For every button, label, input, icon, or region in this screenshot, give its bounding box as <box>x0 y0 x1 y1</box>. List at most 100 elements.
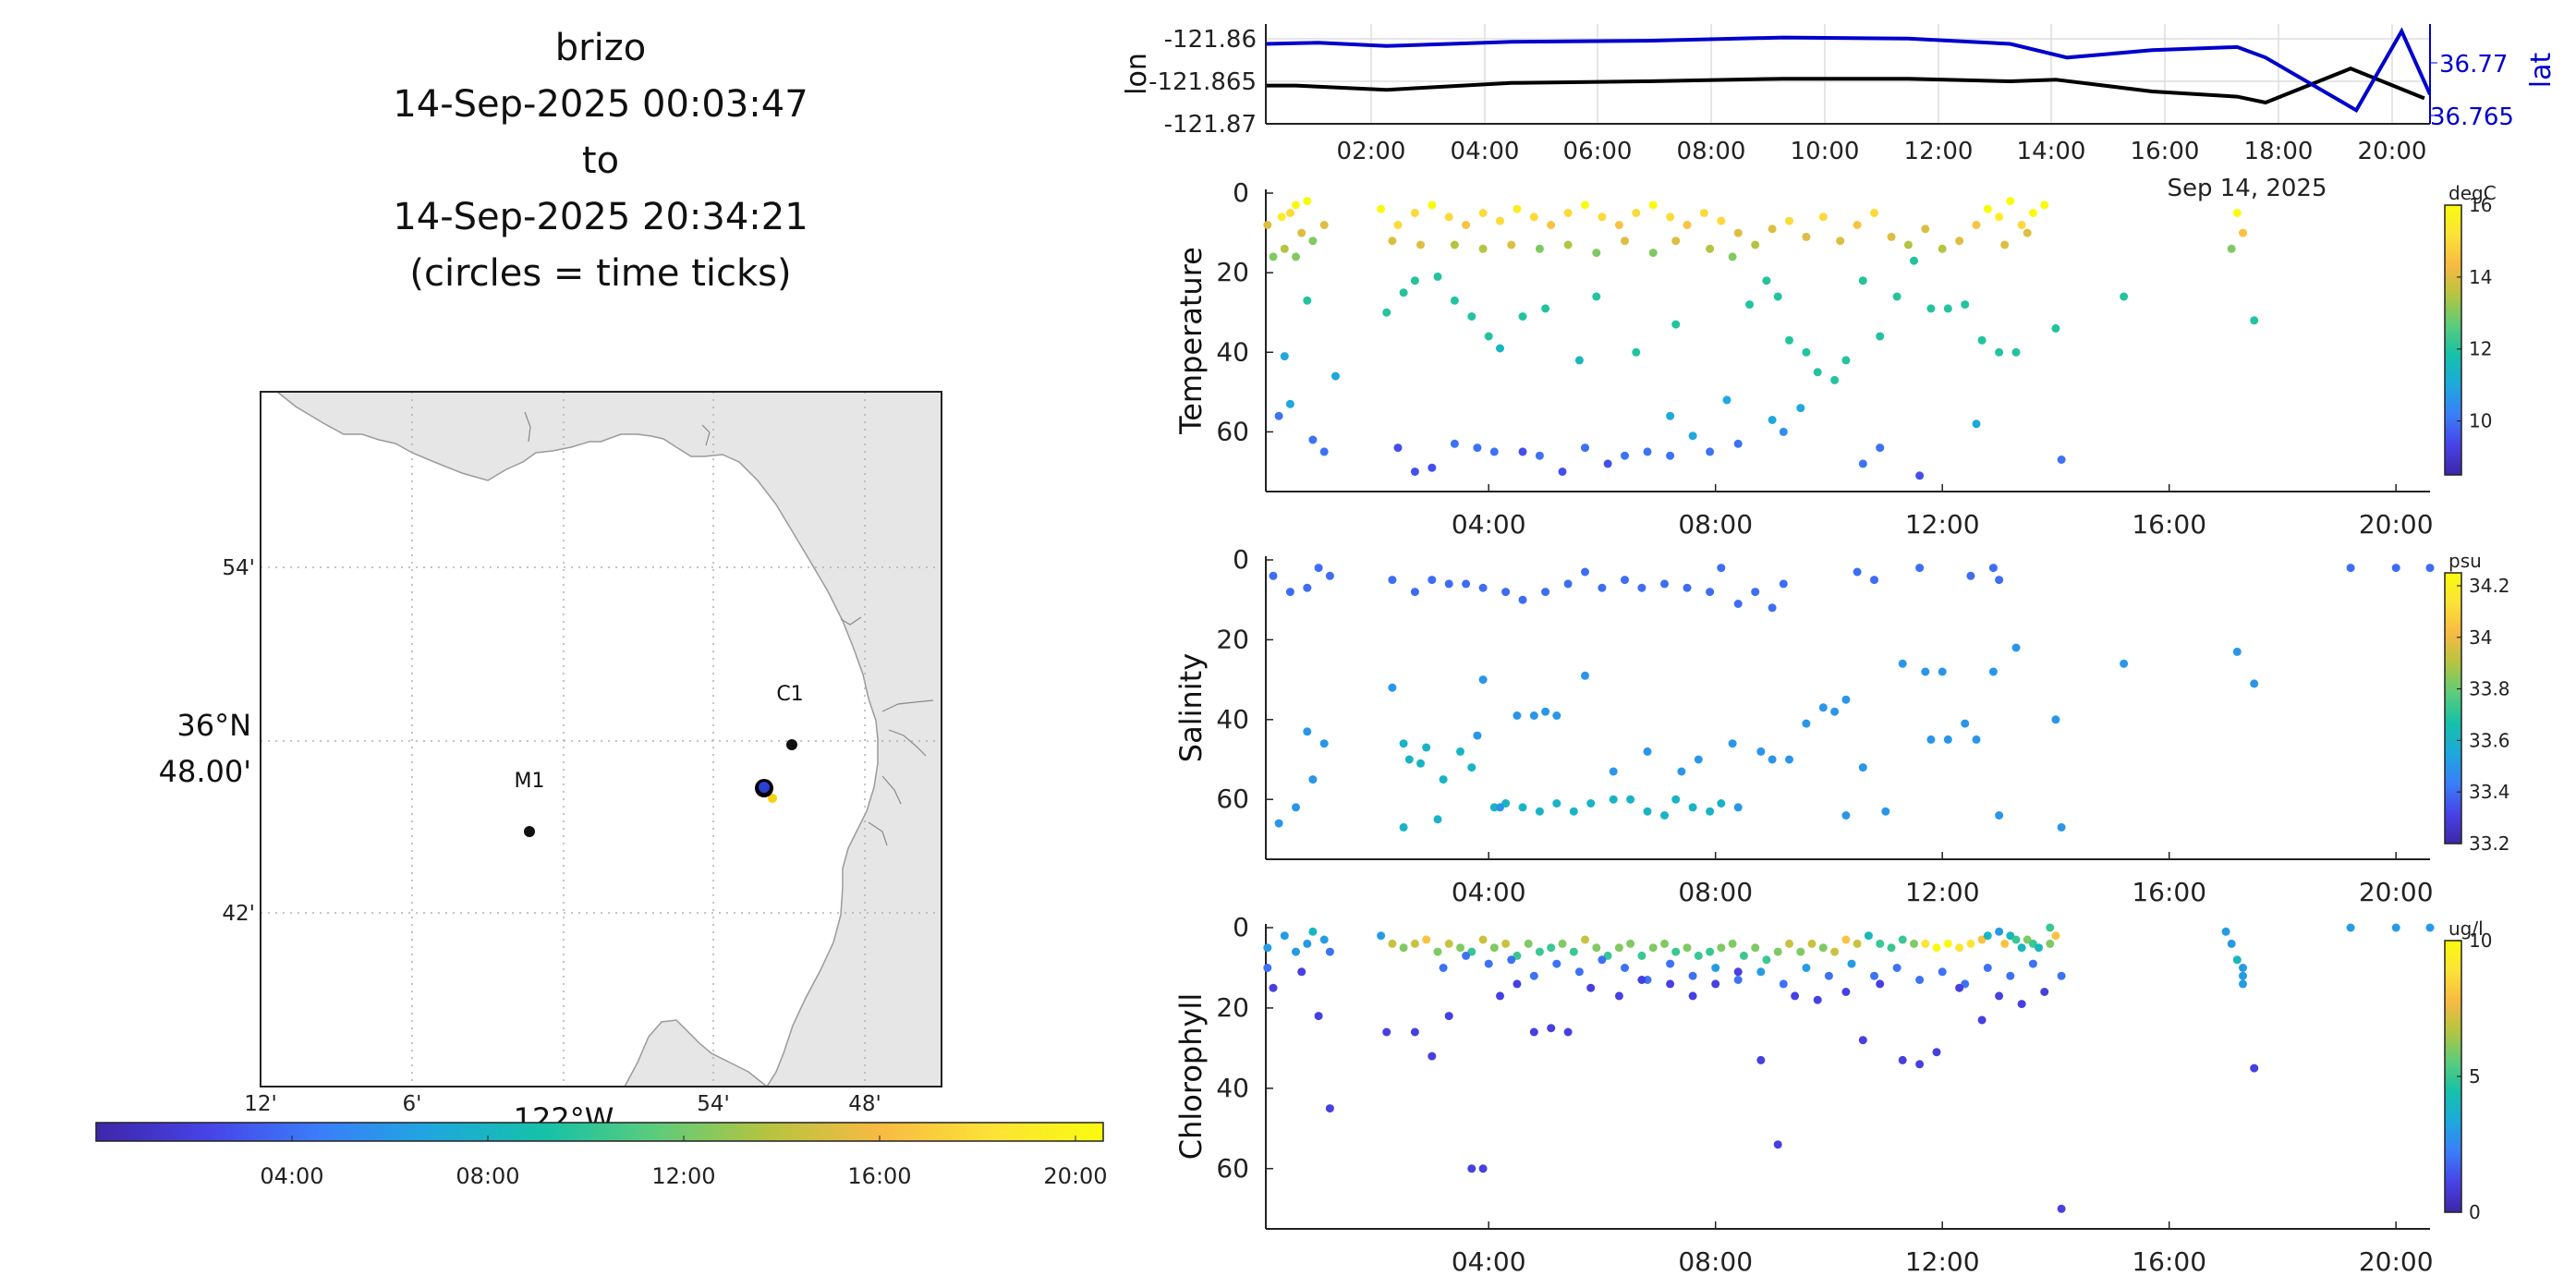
lonlat-x-tick: 06:00 <box>1563 138 1633 165</box>
chlorophyll-data-point <box>1773 947 1782 956</box>
temperature-colorbar-tick: 16 <box>2469 194 2492 216</box>
chlorophyll-data-point <box>1915 1060 1925 1069</box>
salinity-data-point <box>1308 775 1318 784</box>
lon-tick: -121.87 <box>1164 111 1257 139</box>
temperature-data-point <box>1529 213 1538 222</box>
temperature-x-tick: 12:00 <box>1905 509 1980 540</box>
salinity-data-point <box>1643 747 1652 756</box>
chlorophyll-data-point <box>1818 943 1828 953</box>
temperature-x-tick: 20:00 <box>2359 509 2434 540</box>
chlorophyll-data-point <box>1683 943 1692 953</box>
salinity-data-point <box>1830 707 1840 716</box>
temperature-data-point <box>1292 200 1300 210</box>
chlorophyll-data-point <box>1496 991 1504 1001</box>
salinity-data-point <box>1717 799 1726 808</box>
salinity-data-point <box>1609 795 1618 804</box>
temperature-data-point <box>1433 272 1442 281</box>
chlorophyll-data-point <box>1637 951 1646 960</box>
temperature-data-point <box>2017 221 2026 229</box>
salinity-data-point <box>1637 583 1646 592</box>
map-lon-ticks: 12' 6' 54' 48' <box>244 1092 881 1116</box>
temperature-data-point <box>1632 347 1641 357</box>
chlorophyll-data-point <box>2239 971 2247 980</box>
salinity-data-point <box>2346 564 2355 573</box>
salinity-data-point <box>1456 747 1464 756</box>
time-colorbar-ticks: 04:00 08:00 12:00 16:00 20:00 <box>260 1136 1108 1189</box>
chlorophyll-colorbar-tick: 0 <box>2469 1201 2481 1223</box>
salinity-y-tick: 0 <box>1233 544 1249 575</box>
lat-series-line <box>1266 27 2430 114</box>
salinity-data-point <box>1768 603 1777 613</box>
lon-tick: -121.86 <box>1164 26 1257 54</box>
chlorophyll-data-point <box>1303 939 1312 948</box>
temperature-data-point <box>1706 447 1715 456</box>
lon-series-line <box>1266 67 2425 105</box>
chlorophyll-data-point <box>1910 939 1918 948</box>
salinity-data-point <box>1569 807 1578 816</box>
chlorophyll-data-point <box>2046 923 2055 932</box>
salinity-colorbar-tick: 33.6 <box>2469 729 2510 751</box>
temperature-data-point <box>1836 237 1845 246</box>
chlorophyll-data-point <box>1995 991 2004 1001</box>
salinity-data-point <box>1598 583 1607 592</box>
chlorophyll-data-point <box>1648 943 1658 953</box>
temperature-data-point <box>1393 444 1403 453</box>
chlorophyll-data-point <box>1739 951 1748 960</box>
title-platform: brizo <box>554 27 647 69</box>
salinity-x-tick: 16:00 <box>2132 877 2206 907</box>
salinity-data-point <box>1541 707 1550 716</box>
salinity-data-point <box>2425 564 2435 573</box>
temperature-data-point <box>2006 197 2015 206</box>
temperature-data-point <box>1621 237 1629 246</box>
time-colorbar-tick: 20:00 <box>1043 1163 1107 1189</box>
chlorophyll-data-point <box>1308 927 1318 936</box>
salinity-data-point <box>1314 564 1323 573</box>
time-colorbar: 04:00 08:00 12:00 16:00 20:00 <box>95 1122 1108 1189</box>
chlorophyll-data-point <box>2391 923 2400 932</box>
chlorophyll-data-point <box>2011 935 2021 944</box>
chlorophyll-data-point <box>1433 947 1442 956</box>
temperature-data-point <box>1876 332 1885 341</box>
temperature-data-point <box>2023 228 2032 237</box>
lonlat-x-tick: 20:00 <box>2358 138 2427 165</box>
temperature-data-point <box>2250 316 2259 325</box>
temperature-data-point <box>1938 244 1947 253</box>
salinity-data-point <box>1410 588 1419 597</box>
salinity-data-point <box>1489 803 1499 812</box>
temperature-data-point <box>1592 292 1601 301</box>
temperature-data-point <box>1671 237 1681 246</box>
salinity-data-point <box>1706 588 1715 597</box>
chlorophyll-data-point <box>1535 947 1544 956</box>
lon-ticks: -121.86 -121.865 -121.87 <box>1148 26 1257 139</box>
salinity-data-point <box>1518 595 1527 604</box>
temperature-data-point <box>1274 411 1283 420</box>
chlorophyll-data-point <box>1462 951 1471 960</box>
salinity-data-point <box>1529 711 1538 720</box>
chlorophyll-data-point <box>2057 971 2066 980</box>
temperature-x-tick: 16:00 <box>2132 509 2206 540</box>
temperature-data-point <box>1478 244 1488 253</box>
temperature-data-point <box>2011 347 2021 357</box>
chlorophyll-axis-label: Chlorophyll <box>1173 993 1209 1160</box>
chlorophyll-data-point <box>2046 939 2055 948</box>
map-stations: M1 C1 <box>515 683 804 837</box>
temperature-data-point <box>1666 411 1675 420</box>
temperature-data-point <box>1683 221 1692 229</box>
salinity-colorbar-tick: 33.8 <box>2469 678 2510 700</box>
temperature-data-point <box>1733 439 1743 448</box>
salinity-data-point <box>1478 583 1488 592</box>
salinity-data-point <box>1399 739 1408 748</box>
chlorophyll-data-point <box>1773 1140 1782 1149</box>
chlorophyll-data-point <box>2017 943 2026 953</box>
chlorophyll-data-point <box>1614 991 1623 1001</box>
chlorophyll-data-point <box>1388 939 1397 948</box>
chlorophyll-data-point <box>2040 988 2049 996</box>
temperature-data-point <box>1892 292 1902 301</box>
lat-ticks: 36.77 36.765 <box>2430 51 2514 131</box>
chlorophyll-data-point <box>1581 935 1589 944</box>
temperature-data-point <box>1285 209 1294 217</box>
chlorophyll-data-point <box>1995 927 2004 936</box>
chlorophyll-data-point <box>1688 991 1697 1001</box>
temperature-data-point <box>1699 209 1708 217</box>
temperature-axis-label: Temperature <box>1173 247 1209 435</box>
